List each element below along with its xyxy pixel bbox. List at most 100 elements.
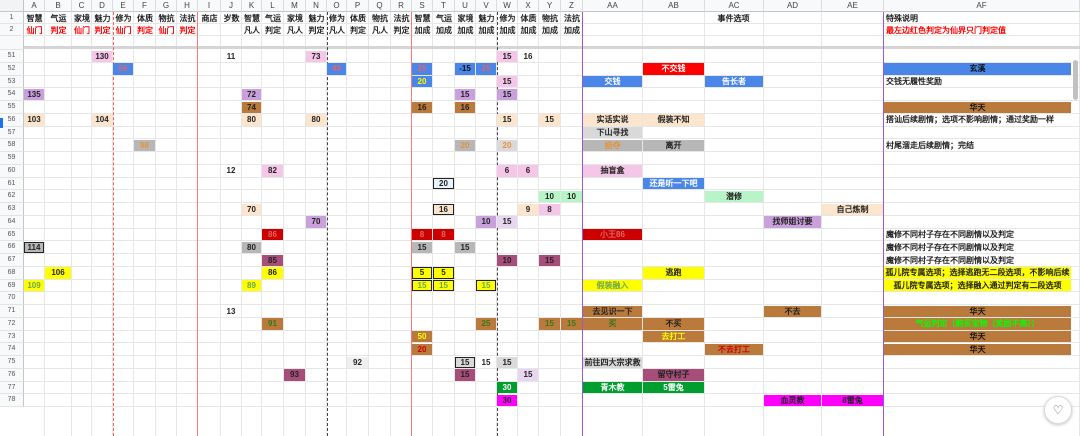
cell-t63[interactable]: 16 bbox=[433, 203, 454, 215]
header-1-g[interactable]: 物抗 bbox=[158, 13, 175, 23]
header-2-x[interactable]: 加成 bbox=[520, 25, 537, 35]
header-2-g[interactable]: 仙门 bbox=[158, 25, 175, 35]
cell-a56[interactable]: 103 bbox=[24, 114, 44, 126]
row-header-64[interactable]: 64 bbox=[0, 215, 24, 229]
row-header-52[interactable]: 52 bbox=[0, 62, 24, 76]
column-header-x[interactable]: X bbox=[518, 0, 539, 12]
row-header-53[interactable]: 53 bbox=[0, 75, 24, 89]
cell-aa53[interactable]: 交钱 bbox=[583, 76, 642, 88]
header-1-af[interactable]: 特殊说明 bbox=[886, 13, 918, 23]
cell-t61[interactable]: 20 bbox=[433, 178, 454, 190]
row-header-74[interactable]: 74 bbox=[0, 343, 24, 356]
cell-ab61[interactable]: 还是听一下吧 bbox=[643, 178, 704, 190]
cell-u54[interactable]: 15 bbox=[455, 88, 475, 100]
header-1-y[interactable]: 物抗 bbox=[542, 13, 558, 23]
cell-w77[interactable]: 30 bbox=[497, 382, 517, 394]
cell-u52[interactable]: -15 bbox=[455, 63, 475, 75]
column-header-n[interactable]: N bbox=[306, 0, 327, 12]
row-header-76[interactable]: 76 bbox=[0, 368, 24, 382]
row-header-2[interactable]: 2 bbox=[0, 24, 24, 36]
cell-t65[interactable]: 8 bbox=[433, 229, 454, 241]
header-2-v[interactable]: 加成 bbox=[478, 25, 495, 35]
cell-z62[interactable]: 10 bbox=[561, 190, 582, 202]
header-1-j[interactable]: 岁数 bbox=[223, 13, 240, 23]
cell-ad78[interactable]: 血灵教 bbox=[764, 394, 821, 406]
cell-w75[interactable]: 15 bbox=[497, 356, 517, 368]
header-1-h[interactable]: 法抗 bbox=[179, 13, 196, 23]
column-header-t[interactable]: T bbox=[433, 0, 455, 12]
row-header-62[interactable]: 62 bbox=[0, 190, 24, 203]
cell-l65[interactable]: 86 bbox=[262, 229, 283, 241]
header-2-n[interactable]: 判定 bbox=[308, 25, 325, 35]
cell-x76[interactable]: 15 bbox=[518, 369, 538, 381]
cell-n51[interactable]: 73 bbox=[306, 50, 326, 62]
header-2-m[interactable]: 凡人 bbox=[287, 25, 303, 35]
row-header-65[interactable]: 65 bbox=[0, 228, 24, 242]
cell-af72[interactable]: 气运判定（购买宝物（奖励不高）） bbox=[884, 318, 1071, 330]
column-header-g[interactable]: G bbox=[156, 0, 177, 12]
header-2-q[interactable]: 凡人 bbox=[372, 25, 388, 35]
cell-ab56[interactable]: 假装不知 bbox=[643, 114, 704, 126]
row-header-57[interactable]: 57 bbox=[0, 126, 24, 140]
cell-af71[interactable]: 华天 bbox=[884, 305, 1071, 317]
row-header-56[interactable]: 56 bbox=[0, 113, 24, 127]
header-1-f[interactable]: 体质 bbox=[137, 13, 153, 23]
header-1-b[interactable]: 气运 bbox=[50, 13, 67, 23]
header-1-p[interactable]: 体质 bbox=[350, 13, 366, 23]
column-header-q[interactable]: Q bbox=[369, 0, 391, 12]
row-header-73[interactable]: 73 bbox=[0, 330, 24, 344]
header-1-d[interactable]: 魅力 bbox=[94, 13, 111, 23]
cell-v72[interactable]: 25 bbox=[476, 318, 496, 330]
header-1-a[interactable]: 智慧 bbox=[26, 13, 43, 23]
column-header-d[interactable]: D bbox=[92, 0, 113, 12]
column-header-p[interactable]: P bbox=[347, 0, 369, 12]
header-1-z[interactable]: 法抗 bbox=[564, 13, 580, 23]
header-2-c[interactable]: 仙门 bbox=[74, 25, 90, 35]
column-header-i[interactable]: I bbox=[198, 0, 221, 12]
cell-v64[interactable]: 10 bbox=[476, 216, 496, 228]
cell-k69[interactable]: 89 bbox=[242, 280, 261, 292]
header-2-z[interactable]: 加成 bbox=[564, 25, 580, 35]
cell-w60[interactable]: 6 bbox=[497, 165, 517, 177]
column-header-b[interactable]: B bbox=[45, 0, 72, 12]
header-2-u[interactable]: 加成 bbox=[457, 25, 474, 35]
header-1-l[interactable]: 气运 bbox=[265, 13, 281, 23]
header-2-d[interactable]: 判定 bbox=[94, 25, 111, 35]
row-header-69[interactable]: 69 bbox=[0, 279, 24, 293]
cell-a54[interactable]: 135 bbox=[24, 88, 44, 100]
row-header-59[interactable]: 59 bbox=[0, 152, 24, 165]
cell-w56[interactable]: 15 bbox=[497, 114, 517, 126]
cell-ac62[interactable]: 潜修 bbox=[705, 190, 763, 202]
cell-aa71[interactable]: 去见识一下 bbox=[583, 305, 642, 317]
cell-ae78[interactable]: 8雷兔 bbox=[822, 394, 883, 406]
cell-b68[interactable]: 106 bbox=[45, 267, 71, 279]
cell-ab77[interactable]: 5雷兔 bbox=[643, 382, 704, 394]
header-1-v[interactable]: 魅力 bbox=[478, 13, 495, 23]
cell-w67[interactable]: 10 bbox=[497, 254, 517, 266]
cell-ad71[interactable]: 不去 bbox=[764, 305, 821, 317]
cell-w78[interactable]: 30 bbox=[497, 394, 517, 406]
header-2-p[interactable]: 判定 bbox=[350, 25, 366, 35]
cell-n56[interactable]: 80 bbox=[306, 114, 326, 126]
row-header-72[interactable]: 72 bbox=[0, 317, 24, 331]
cell-aa57[interactable]: 下山寻找 bbox=[583, 127, 642, 139]
cell-af52[interactable]: 玄溪 bbox=[884, 63, 1071, 75]
cell-aa69[interactable]: 假装融入 bbox=[583, 280, 642, 292]
cell-s55[interactable]: 16 bbox=[412, 101, 432, 113]
column-header-ab[interactable]: AB bbox=[643, 0, 705, 12]
cell-af73[interactable]: 华天 bbox=[884, 331, 1071, 343]
column-header-s[interactable]: S bbox=[412, 0, 433, 12]
cell-af58[interactable]: 村尾溜走后续剧情；完结 bbox=[886, 140, 974, 150]
header-2-w[interactable]: 加成 bbox=[499, 25, 516, 35]
cell-s53[interactable]: 20 bbox=[412, 76, 432, 88]
cell-u55[interactable]: 16 bbox=[455, 101, 475, 113]
cell-ab76[interactable]: 留守村子 bbox=[643, 369, 704, 381]
cell-ae63[interactable]: 自己炼制 bbox=[822, 203, 883, 215]
header-2-a[interactable]: 仙门 bbox=[26, 25, 43, 35]
column-header-ae[interactable]: AE bbox=[822, 0, 884, 12]
cell-s68[interactable]: 5 bbox=[412, 267, 432, 279]
header-1-i[interactable]: 商店 bbox=[201, 13, 218, 23]
header-1-ab[interactable]: 事件选项 bbox=[717, 13, 750, 23]
select-all-corner[interactable] bbox=[0, 0, 24, 12]
header-1-s[interactable]: 智慧 bbox=[414, 13, 431, 23]
